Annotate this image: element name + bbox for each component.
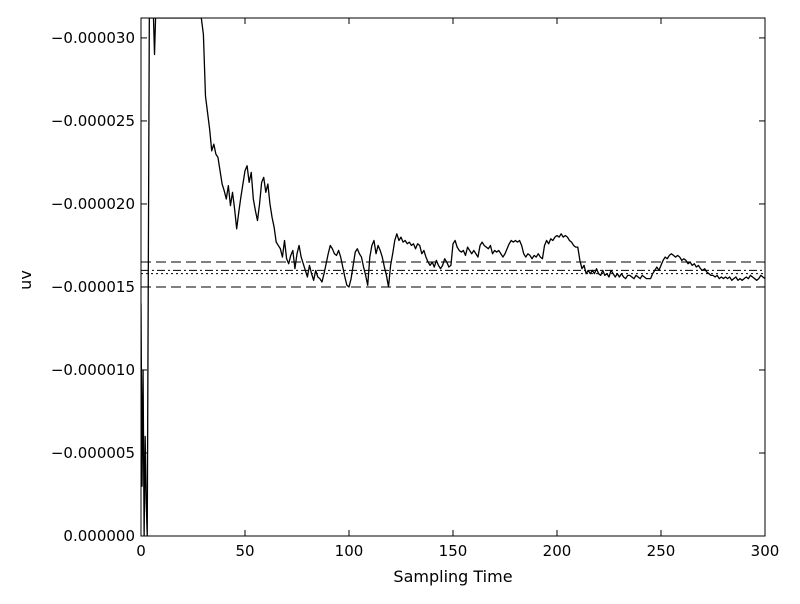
axis-ticks: 0 50 100 150 200 250 300 −0.000030 −0.000025 −0.0… — [51, 18, 779, 560]
y-tick-label: −0.000005 — [51, 444, 135, 462]
x-tick-label: 250 — [647, 542, 676, 560]
y-tick-label: −0.000015 — [51, 278, 135, 296]
y-tick-label: −0.000010 — [51, 361, 135, 379]
x-tick-label: 50 — [235, 542, 254, 560]
y-tick-label: −0.000025 — [51, 112, 135, 130]
plot-area — [141, 18, 765, 536]
x-axis-label: Sampling Time — [393, 567, 512, 586]
x-tick-label: 150 — [439, 542, 468, 560]
x-tick-label: 100 — [335, 542, 364, 560]
x-tick-label: 300 — [751, 542, 780, 560]
series-line-0 — [141, 18, 765, 536]
y-tick-label: −0.000030 — [51, 29, 135, 47]
x-tick-label: 0 — [136, 542, 146, 560]
y-axis-label: uv — [16, 270, 35, 290]
axes-frame — [140, 17, 766, 537]
y-tick-label: −0.000020 — [51, 195, 135, 213]
y-tick-label: 0.000000 — [63, 527, 135, 545]
x-tick-label: 200 — [543, 542, 572, 560]
